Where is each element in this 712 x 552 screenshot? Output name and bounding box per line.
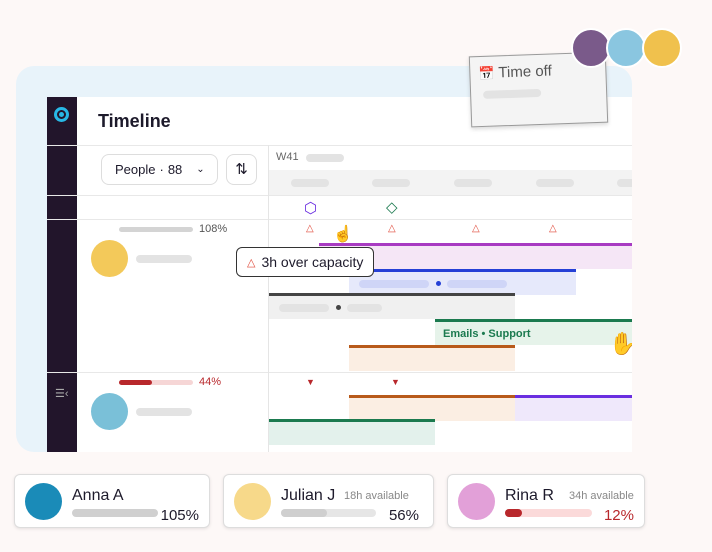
- people-label: People: [115, 162, 156, 177]
- page-title: Timeline: [98, 111, 171, 131]
- person-name: Rina R: [505, 487, 554, 504]
- name-placeholder: [136, 255, 192, 263]
- time-off-label: Time off: [498, 62, 553, 82]
- timeline-grid: W41 ⬡ ◇ △ △ △ △ ☝ Emails • Support8h ✋ ▼…: [268, 145, 632, 452]
- person-name: Anna A: [72, 487, 124, 504]
- sidebar: ☰‹: [47, 97, 77, 452]
- person-card-julian[interactable]: Julian J 18h available 56%: [223, 474, 434, 528]
- logo-icon: [54, 107, 69, 122]
- avatar: [91, 393, 128, 430]
- task-label: Emails • Support: [443, 328, 531, 340]
- utilization-bar: [72, 509, 158, 517]
- diamond-milestone-icon[interactable]: ◇: [386, 199, 398, 216]
- divider: [47, 195, 632, 196]
- avatar: [234, 483, 271, 520]
- utilization-value: 44%: [199, 376, 222, 388]
- warning-icon: △: [388, 223, 396, 234]
- day-header-row: [269, 170, 632, 195]
- utilization-bar: [119, 380, 193, 385]
- person-name: Julian J: [281, 487, 336, 504]
- person-card-rina[interactable]: Rina R 34h available 12%: [447, 474, 645, 528]
- grab-hand-cursor-icon: ✋: [609, 331, 632, 356]
- assignment-bar[interactable]: [269, 293, 515, 319]
- calendar-x-icon: 📅: [478, 65, 495, 82]
- sort-button[interactable]: ⇅: [226, 154, 257, 185]
- warning-icon: △: [549, 223, 557, 234]
- separator: ·: [159, 162, 164, 177]
- utilization-percent: 12%: [603, 507, 634, 524]
- hexagon-milestone-icon[interactable]: ⬡: [304, 200, 318, 217]
- assignment-bar[interactable]: [269, 419, 435, 445]
- chevron-down-icon: ⌄: [196, 164, 205, 175]
- overload-marker-icon: ▼: [391, 377, 400, 387]
- utilization-bar: [505, 509, 592, 517]
- sort-arrows-icon: ⇅: [235, 161, 248, 178]
- divider: [47, 372, 632, 373]
- placeholder: [306, 154, 344, 162]
- avatar: [25, 483, 62, 520]
- divider: [47, 145, 632, 146]
- placeholder: [483, 88, 542, 99]
- utilization-percent: 105%: [160, 507, 199, 524]
- divider: [47, 219, 632, 220]
- utilization-percent: 56%: [388, 507, 419, 524]
- people-count: 88: [167, 162, 183, 177]
- pointer-cursor-icon: ☝: [333, 226, 353, 243]
- over-capacity-tooltip: △ 3h over capacity: [236, 247, 375, 277]
- person-card-anna[interactable]: Anna A 105%: [14, 474, 210, 528]
- name-placeholder: [136, 408, 192, 416]
- hours-available: 34h available: [569, 490, 634, 502]
- avatar: [606, 28, 646, 68]
- week-label: W41: [276, 151, 299, 163]
- hours-available: 18h available: [344, 490, 409, 502]
- avatar: [642, 28, 682, 68]
- warning-icon: △: [306, 223, 314, 234]
- utilization-value: 108%: [199, 223, 228, 235]
- people-dropdown[interactable]: People · 88 ⌄: [101, 154, 218, 185]
- warning-icon: △: [472, 223, 480, 234]
- assignment-bar[interactable]: [515, 395, 632, 421]
- warning-icon: △: [247, 256, 256, 269]
- collapse-sidebar-icon[interactable]: ☰‹: [55, 388, 69, 400]
- assignment-bar[interactable]: [349, 269, 576, 295]
- utilization-bar: [281, 509, 376, 517]
- utilization-bar: [119, 227, 193, 232]
- overload-marker-icon: ▼: [306, 377, 315, 387]
- assignment-bar[interactable]: [349, 345, 515, 371]
- assignment-bar[interactable]: [349, 395, 515, 421]
- avatar: [458, 483, 495, 520]
- avatar: [571, 28, 611, 68]
- tooltip-text: 3h over capacity: [261, 254, 364, 270]
- task-bar-emails-support[interactable]: Emails • Support8h: [435, 319, 632, 345]
- avatar: [91, 240, 128, 277]
